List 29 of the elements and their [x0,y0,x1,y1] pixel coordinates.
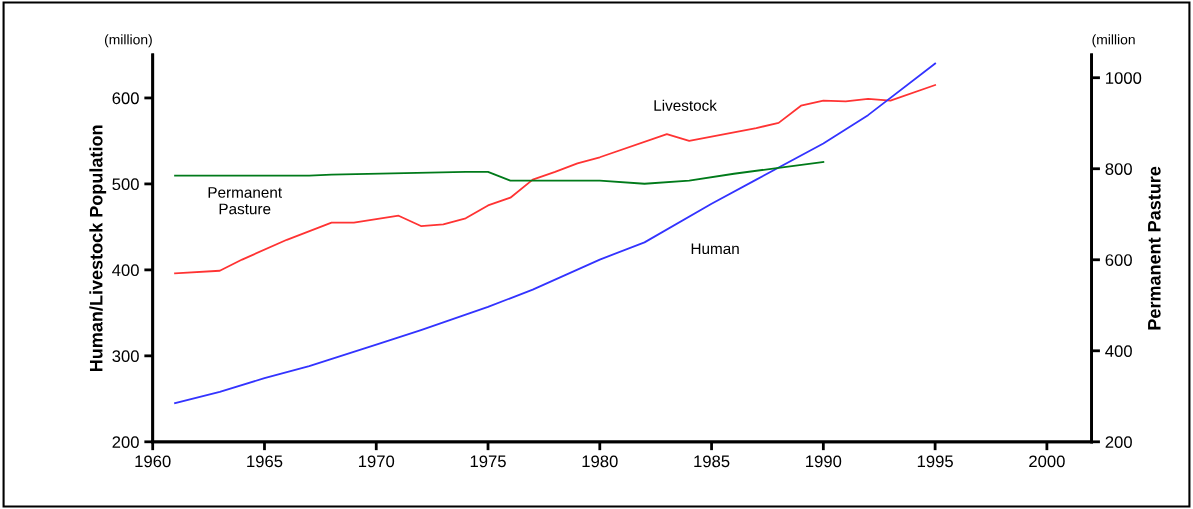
y2-axis-title: Permanent Pasture [1148,166,1161,330]
text: (million [1092,34,1135,48]
y-tick-label: 600 [112,92,139,105]
series-label: Livestock [654,99,717,111]
y2-tick-label: 800 [1105,163,1132,175]
x-tick-label: 1980 [582,455,618,468]
y-tick-label: 200 [112,436,139,449]
x-tick-label: 1990 [806,455,842,468]
series-label: Human [691,243,739,255]
y2-tick-label: 200 [1105,436,1132,449]
line-series [174,84,937,275]
x-tick-label: 2000 [1029,455,1065,468]
x-tick-label: 1965 [247,455,283,468]
y-axis-title: Human/Livestock Population [89,125,107,372]
x-tick-label: 1985 [694,455,730,468]
y-tick-label: 300 [112,350,139,363]
y2-tick-label: 1000 [1106,72,1142,84]
series-label: Permanent Pasture [208,187,282,215]
x-tick-label: 1970 [358,455,395,468]
y-tick-label: 500 [112,178,139,191]
text: (million) [104,34,152,48]
line-series [174,62,937,405]
y2-tick-label: 600 [1105,254,1132,266]
y2-tick-label: 400 [1105,345,1132,357]
x-tick-label: 1960 [135,455,171,468]
y-tick-label: 400 [112,264,139,277]
line-series [174,161,825,185]
x-tick-label: 1995 [917,455,953,468]
x-tick-label: 1975 [470,455,506,468]
